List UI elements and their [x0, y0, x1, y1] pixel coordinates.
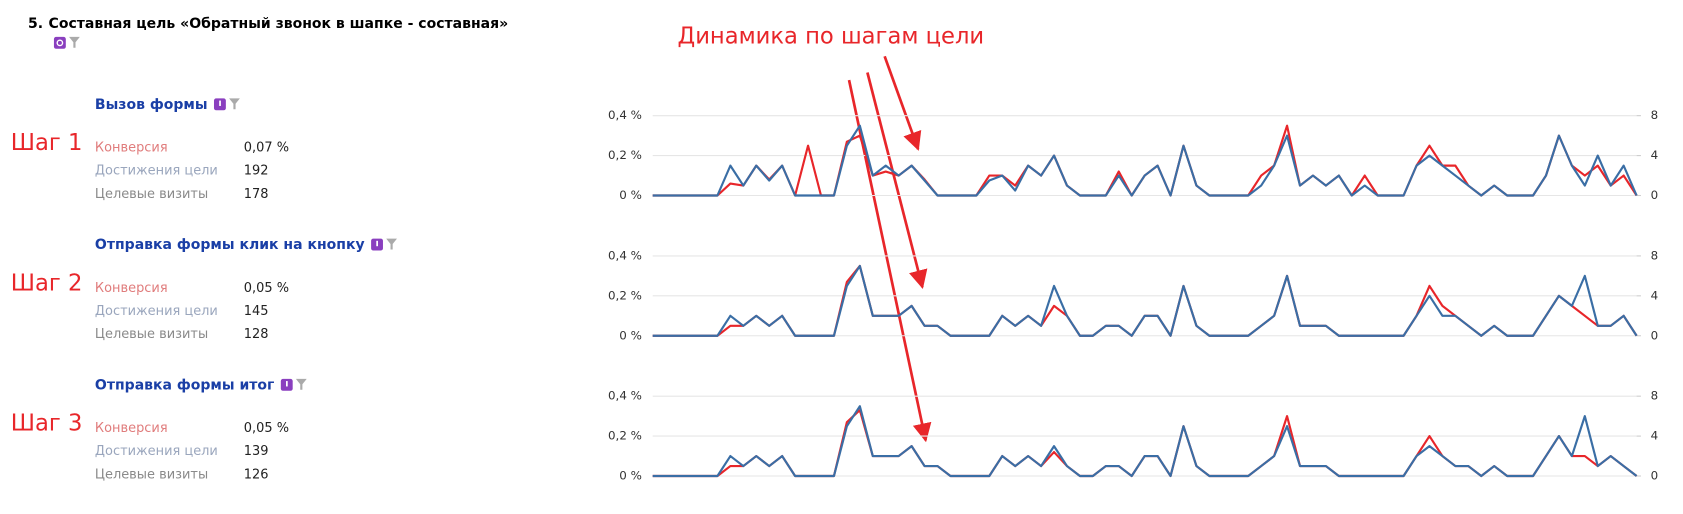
metric-value: 178 [244, 187, 269, 202]
series-line [652, 124, 1638, 197]
y2-tick-label: 8 [1651, 389, 1659, 403]
y-tick-label: 0,2 % [608, 429, 642, 443]
y-tick-label: 0 % [619, 188, 642, 202]
step-title[interactable]: Отправка формы итог [95, 377, 274, 393]
filter-icon[interactable] [69, 36, 80, 48]
y-tick-label: 0,4 % [608, 389, 642, 403]
step-icon-glyph [376, 240, 379, 247]
series-line [652, 405, 1638, 478]
step-label: Шаг 2 [11, 270, 83, 296]
arrow [883, 55, 922, 151]
step-icon-glyph [219, 100, 221, 106]
metric-label: Целевые визиты [95, 187, 208, 202]
y2-tick-label: 0 [1651, 469, 1659, 483]
goal-title: Составная цель «Обратный звонок в шапке … [49, 16, 509, 32]
y2-tick-label: 4 [1651, 288, 1659, 302]
metric-label: Конверсия [95, 141, 168, 156]
metric-label: Целевые визиты [95, 327, 208, 342]
metric-value: 0,05 % [244, 421, 289, 436]
goal-number: 5. [28, 16, 43, 32]
metric-value: 192 [244, 164, 269, 179]
y2-tick-label: 4 [1651, 429, 1659, 443]
metric-label: Целевые визиты [95, 467, 208, 482]
y2-tick-label: 4 [1651, 148, 1659, 162]
step-label: Шаг 1 [11, 130, 83, 156]
step-title[interactable]: Вызов формы [95, 97, 208, 113]
step-label: Шаг 3 [11, 411, 83, 437]
series-line [652, 409, 1638, 478]
y-tick-label: 0,4 % [608, 108, 642, 122]
series-line [652, 264, 1638, 337]
metric-value: 128 [244, 327, 269, 342]
arrow [866, 72, 928, 290]
step-title[interactable]: Отправка формы клик на кнопку [95, 237, 365, 253]
metric-label: Достижения цели [95, 444, 218, 459]
filter-icon[interactable] [229, 98, 240, 110]
filter-icon[interactable] [295, 378, 307, 390]
annotation: Динамика по шагам цели [678, 23, 985, 49]
y-tick-label: 0,4 % [608, 248, 642, 262]
metric-label: Конверсия [95, 421, 168, 436]
y2-tick-label: 0 [1651, 328, 1659, 342]
goal-icon-glyph [56, 39, 64, 47]
y2-tick-label: 0 [1651, 188, 1659, 202]
step-icon-glyph [285, 381, 288, 387]
metric-value: 145 [244, 304, 269, 319]
metric-label: Конверсия [95, 281, 168, 296]
metric-value: 126 [244, 467, 269, 482]
goal-icon[interactable] [53, 36, 66, 49]
series-line [652, 124, 1638, 197]
metric-label: Достижения цели [95, 164, 218, 179]
filter-icon[interactable] [386, 238, 397, 250]
metric-value: 139 [244, 444, 269, 459]
metric-label: Достижения цели [95, 304, 218, 319]
y-tick-label: 0 % [619, 328, 642, 342]
y2-tick-label: 8 [1651, 108, 1659, 122]
y2-tick-label: 8 [1651, 248, 1659, 262]
series-line [652, 264, 1638, 337]
y-tick-label: 0,2 % [608, 288, 642, 302]
y-tick-label: 0 % [619, 469, 642, 483]
metric-value: 0,05 % [244, 281, 289, 296]
metric-value: 0,07 % [244, 141, 289, 156]
y-tick-label: 0,2 % [608, 148, 642, 162]
